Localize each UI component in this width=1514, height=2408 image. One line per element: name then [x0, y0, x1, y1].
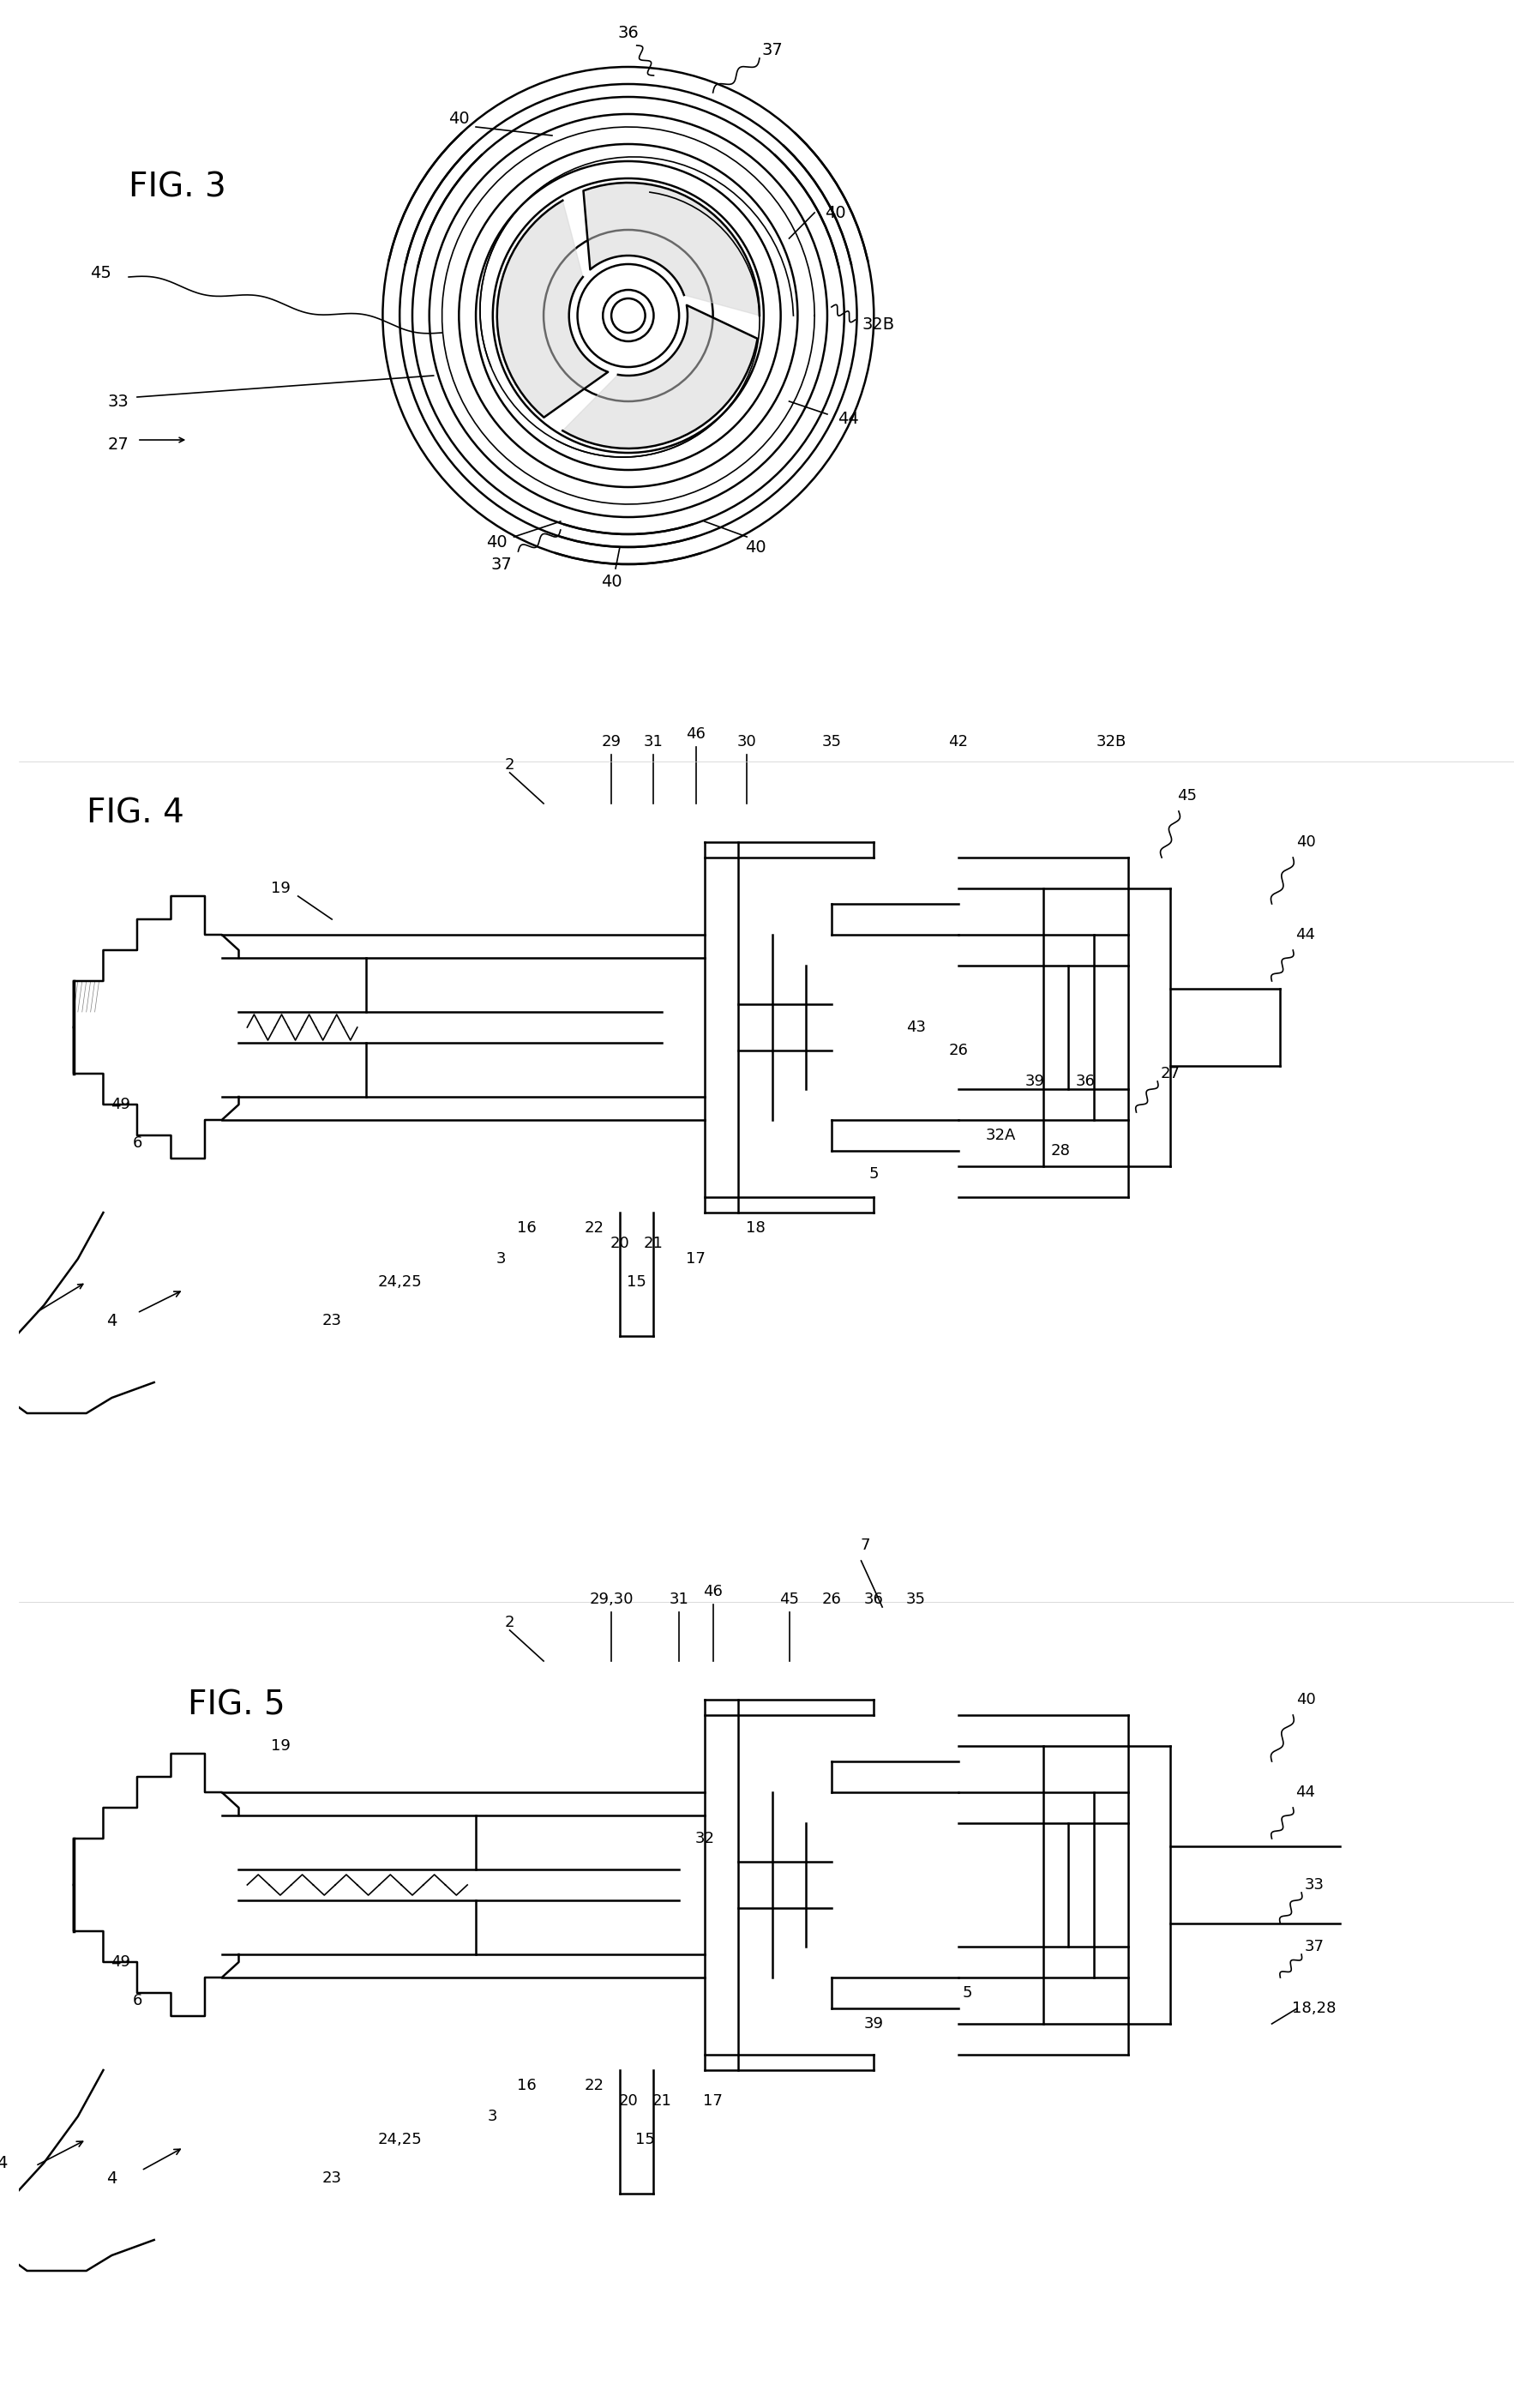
Text: 40: 40: [1296, 1693, 1316, 1707]
Text: 46: 46: [702, 1584, 722, 1599]
Text: 40: 40: [448, 111, 469, 128]
Text: 5: 5: [869, 1165, 878, 1182]
Text: 37: 37: [1304, 1938, 1325, 1955]
Text: 19: 19: [271, 881, 291, 896]
Text: 36: 36: [864, 1592, 884, 1606]
Text: 23: 23: [322, 2170, 342, 2186]
Text: 29,30: 29,30: [589, 1592, 633, 1606]
Text: 31: 31: [643, 734, 663, 749]
Text: 26: 26: [822, 1592, 842, 1606]
Text: 40: 40: [825, 205, 846, 222]
Text: 22: 22: [584, 1221, 604, 1235]
Text: 36: 36: [618, 24, 639, 41]
Polygon shape: [497, 200, 609, 417]
Text: 29: 29: [601, 734, 621, 749]
Text: 35: 35: [907, 1592, 927, 1606]
Text: 49: 49: [111, 1955, 130, 1970]
Text: 6: 6: [132, 1994, 142, 2008]
Text: 19: 19: [271, 1739, 291, 1753]
Text: 2: 2: [504, 756, 515, 773]
Text: 24,25: 24,25: [377, 1274, 422, 1291]
Text: 32B: 32B: [1096, 734, 1126, 749]
Text: 49: 49: [111, 1096, 130, 1112]
Text: 30: 30: [737, 734, 757, 749]
Text: 32: 32: [695, 1830, 715, 1847]
Text: 15: 15: [636, 2131, 656, 2148]
Text: 36: 36: [1076, 1074, 1095, 1088]
Text: 15: 15: [627, 1274, 646, 1291]
Text: 23: 23: [322, 1312, 342, 1329]
Text: 7: 7: [860, 1539, 871, 1553]
Text: 44: 44: [837, 409, 858, 426]
Text: 33: 33: [107, 393, 129, 409]
Text: 21: 21: [643, 1235, 663, 1252]
Text: 24,25: 24,25: [377, 2131, 422, 2148]
Text: 35: 35: [822, 734, 842, 749]
Text: 27: 27: [107, 436, 129, 453]
Text: 26: 26: [949, 1043, 969, 1057]
Text: 18: 18: [745, 1221, 765, 1235]
Text: 28: 28: [1051, 1144, 1070, 1158]
Text: 6: 6: [132, 1137, 142, 1151]
Text: 5: 5: [961, 1984, 972, 2001]
Text: 43: 43: [907, 1019, 927, 1035]
Text: 20: 20: [610, 1235, 630, 1252]
Text: 27: 27: [1160, 1067, 1179, 1081]
Text: 45: 45: [91, 265, 112, 282]
Text: 40: 40: [486, 535, 507, 551]
Text: 4: 4: [0, 2155, 8, 2172]
Text: 44: 44: [1296, 927, 1316, 942]
Text: 39: 39: [1025, 1074, 1045, 1088]
Text: 45: 45: [780, 1592, 799, 1606]
Text: 45: 45: [1178, 787, 1198, 804]
Text: FIG. 5: FIG. 5: [188, 1688, 285, 1722]
Text: 3: 3: [497, 1252, 506, 1267]
Text: 33: 33: [1304, 1878, 1325, 1893]
Text: 3: 3: [488, 2109, 498, 2124]
Text: 46: 46: [686, 727, 706, 742]
Text: 17: 17: [702, 2093, 722, 2109]
Text: 31: 31: [669, 1592, 689, 1606]
Text: 22: 22: [584, 2078, 604, 2093]
Text: 16: 16: [516, 1221, 536, 1235]
Polygon shape: [583, 183, 760, 315]
Text: 16: 16: [516, 2078, 536, 2093]
Text: 44: 44: [1296, 1784, 1316, 1801]
Text: 18,28: 18,28: [1291, 2001, 1337, 2015]
Text: FIG. 3: FIG. 3: [129, 171, 226, 202]
Text: 40: 40: [1296, 836, 1316, 850]
Text: 21: 21: [653, 2093, 672, 2109]
Text: 4: 4: [106, 2170, 117, 2186]
Text: 20: 20: [619, 2093, 637, 2109]
Text: 37: 37: [491, 556, 512, 573]
Text: 40: 40: [601, 573, 622, 590]
Text: 2: 2: [504, 1616, 515, 1630]
Text: 4: 4: [106, 1312, 117, 1329]
Polygon shape: [563, 306, 757, 448]
Text: 42: 42: [949, 734, 969, 749]
Text: 37: 37: [762, 41, 783, 58]
Text: 32A: 32A: [986, 1127, 1016, 1144]
Text: 32B: 32B: [861, 315, 895, 332]
Text: FIG. 4: FIG. 4: [86, 797, 183, 828]
Text: 39: 39: [864, 2015, 884, 2032]
Text: 17: 17: [686, 1252, 706, 1267]
Text: 40: 40: [745, 539, 766, 556]
